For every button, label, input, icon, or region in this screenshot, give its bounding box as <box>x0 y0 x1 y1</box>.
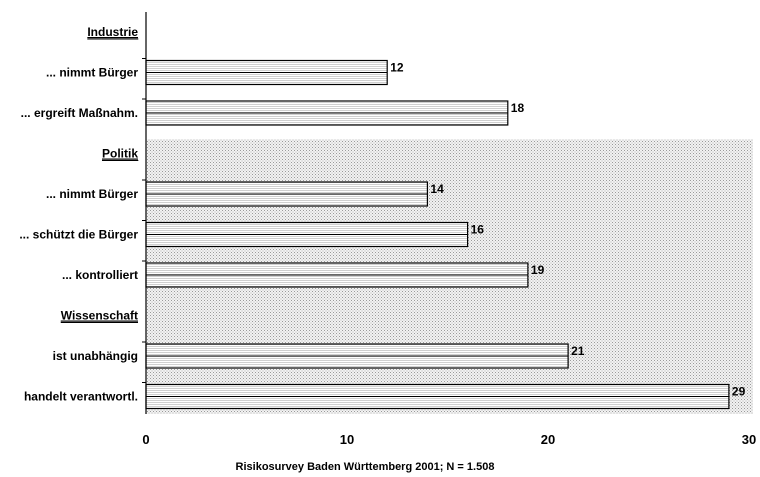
group-label: Industrie <box>87 25 138 39</box>
category-label: ... ergreift Maßnahm. <box>21 106 138 120</box>
bars: 12 18 14 16 19 21 29 <box>145 59 746 410</box>
x-tick-label: 20 <box>541 432 555 447</box>
category-label: ... kontrolliert <box>62 268 138 282</box>
x-axis: 0 10 20 30 <box>142 12 756 447</box>
category-label: handelt verantwortl. <box>24 390 138 404</box>
category-label: ist unabhängig <box>53 349 138 363</box>
group-label: Wissenschaft <box>61 309 138 323</box>
data-label: 14 <box>430 182 444 196</box>
x-tick-label: 0 <box>142 432 149 447</box>
group-label: Politik <box>102 147 138 161</box>
category-label: ... schützt die Bürger <box>19 228 138 242</box>
data-label: 19 <box>531 263 545 277</box>
data-label: 12 <box>390 61 404 75</box>
data-label: 16 <box>471 223 485 237</box>
x-tick-label: 30 <box>742 432 756 447</box>
data-label: 18 <box>511 101 525 115</box>
footnote: Risikosurvey Baden Württemberg 2001; N =… <box>236 461 495 473</box>
data-label: 21 <box>571 344 585 358</box>
category-labels: Industrie ... nimmt Bürger ... ergreift Ma… <box>19 25 139 404</box>
data-label: 29 <box>732 385 746 399</box>
category-label: ... nimmt Bürger <box>46 187 138 201</box>
x-tick-label: 10 <box>340 432 354 447</box>
category-label: ... nimmt Bürger <box>46 66 138 80</box>
